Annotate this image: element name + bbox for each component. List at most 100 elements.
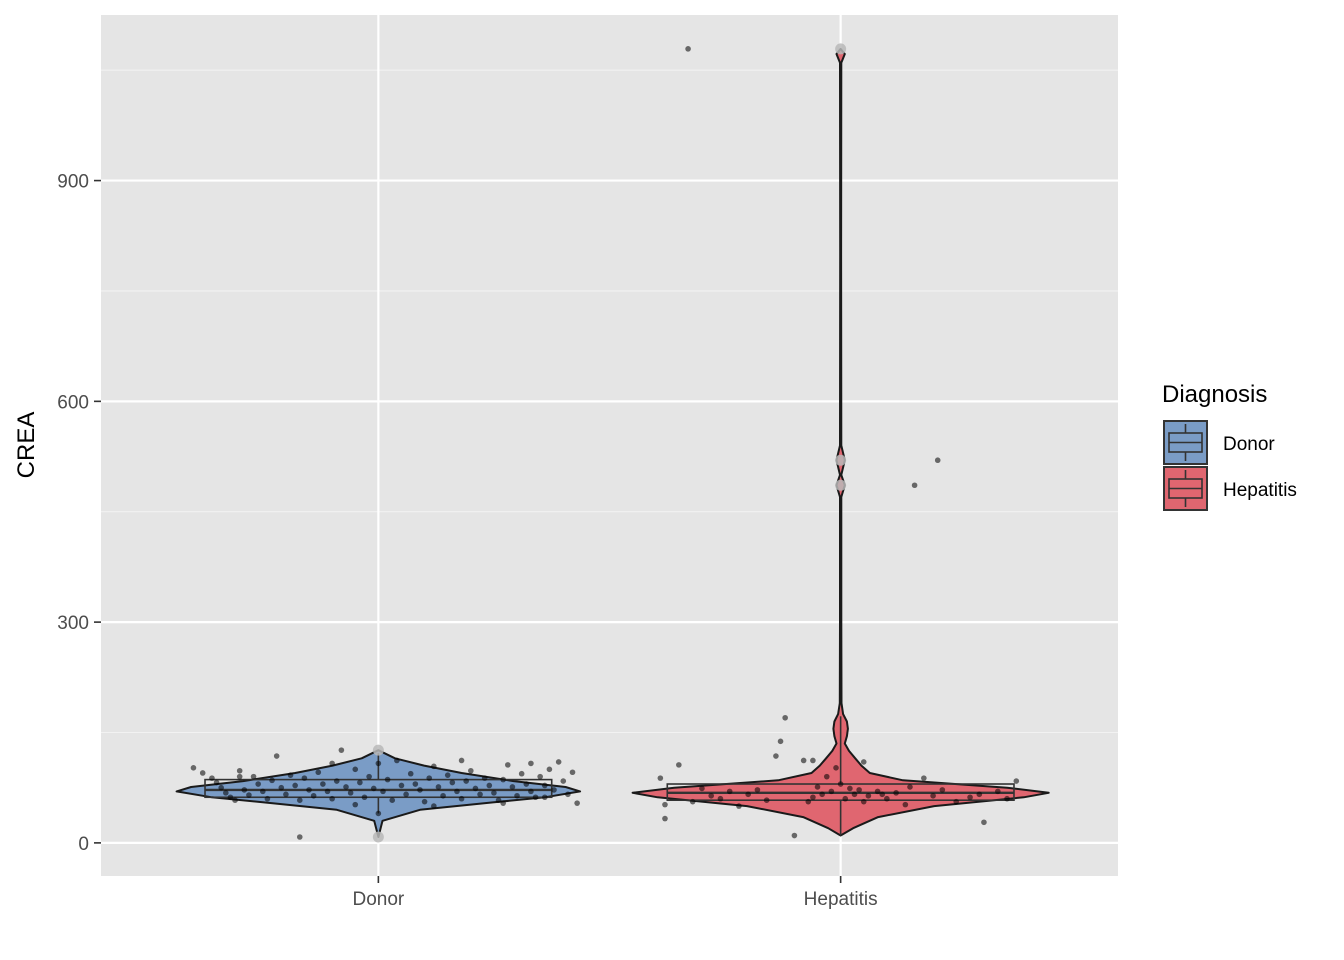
data-point xyxy=(976,791,983,798)
jitter-points xyxy=(190,46,1020,840)
data-point xyxy=(278,784,285,791)
data-point xyxy=(324,788,331,795)
data-point xyxy=(375,810,382,817)
x-tick-label: Donor xyxy=(352,889,404,910)
data-point xyxy=(352,801,359,808)
legend-label: Donor xyxy=(1223,434,1275,455)
data-point xyxy=(454,788,460,795)
data-point xyxy=(296,797,303,804)
data-point xyxy=(662,815,668,822)
data-point xyxy=(361,794,368,801)
data-point xyxy=(486,782,493,789)
data-point xyxy=(236,767,243,774)
data-point xyxy=(223,790,229,796)
data-point xyxy=(528,788,534,795)
data-point xyxy=(805,798,812,805)
data-point xyxy=(773,753,779,759)
data-point xyxy=(500,776,506,783)
data-point xyxy=(754,787,761,793)
data-point xyxy=(893,790,899,796)
legend-item-donor: Donor xyxy=(1163,420,1275,465)
data-point xyxy=(865,792,872,799)
data-point xyxy=(199,770,206,776)
data-point xyxy=(468,767,474,774)
data-point xyxy=(736,803,742,809)
data-point xyxy=(421,798,428,805)
data-point xyxy=(837,781,844,787)
data-point xyxy=(259,788,266,795)
data-point xyxy=(338,747,345,753)
outlier-point xyxy=(835,43,847,55)
data-point xyxy=(495,797,502,804)
outlier-point xyxy=(835,479,847,491)
data-point xyxy=(301,775,308,781)
data-point xyxy=(380,788,386,795)
data-point xyxy=(745,791,751,798)
data-point xyxy=(500,800,506,806)
data-point xyxy=(269,777,275,784)
data-point xyxy=(921,775,927,781)
data-point xyxy=(209,775,215,781)
data-point xyxy=(444,772,451,778)
data-point xyxy=(995,788,1001,795)
data-point xyxy=(930,792,936,799)
data-point xyxy=(333,778,340,784)
data-point xyxy=(357,779,363,786)
data-point xyxy=(574,800,580,806)
data-point xyxy=(953,798,960,805)
data-point xyxy=(828,788,835,795)
data-point xyxy=(412,781,419,787)
data-point xyxy=(403,791,409,798)
data-point xyxy=(879,791,886,798)
data-point xyxy=(708,792,714,799)
data-point xyxy=(902,801,909,808)
data-point xyxy=(366,773,372,780)
data-point xyxy=(264,795,271,802)
data-point xyxy=(800,757,807,764)
data-point xyxy=(315,769,322,776)
data-point xyxy=(555,759,562,765)
data-point xyxy=(241,787,248,793)
data-point xyxy=(431,803,437,809)
data-point xyxy=(791,832,798,839)
legend-label: Hepatitis xyxy=(1223,480,1297,501)
data-point xyxy=(310,792,317,799)
data-point xyxy=(472,785,479,792)
legend: Diagnosis Donor Hepatitis xyxy=(1162,381,1297,511)
legend-key xyxy=(1163,420,1208,465)
data-point xyxy=(255,781,261,787)
data-point xyxy=(518,770,525,777)
data-point xyxy=(860,798,867,805)
data-point xyxy=(689,798,696,805)
data-point xyxy=(939,787,946,793)
data-point xyxy=(435,784,442,790)
data-point xyxy=(560,778,567,784)
y-tick-label: 300 xyxy=(57,613,89,634)
data-point xyxy=(292,782,298,789)
data-point xyxy=(389,797,396,804)
data-point xyxy=(246,792,252,798)
data-point xyxy=(398,782,405,789)
data-point xyxy=(833,765,839,771)
data-point xyxy=(329,795,335,802)
data-point xyxy=(440,792,446,799)
data-point xyxy=(676,762,682,768)
data-point xyxy=(306,787,312,793)
legend-item-hepatitis: Hepatitis xyxy=(1163,466,1297,511)
data-point xyxy=(967,794,973,801)
data-point xyxy=(777,738,784,745)
outlier-point xyxy=(372,831,384,843)
data-point xyxy=(726,788,733,795)
data-point xyxy=(463,778,469,784)
data-point xyxy=(907,784,913,790)
data-point xyxy=(190,765,197,771)
plot-panel xyxy=(101,15,1118,876)
data-point xyxy=(320,781,326,787)
data-point xyxy=(343,784,349,790)
data-point xyxy=(218,784,224,791)
data-point xyxy=(532,794,539,801)
data-point xyxy=(537,773,543,780)
minor-gridlines xyxy=(101,69,1118,734)
data-point xyxy=(347,790,354,796)
